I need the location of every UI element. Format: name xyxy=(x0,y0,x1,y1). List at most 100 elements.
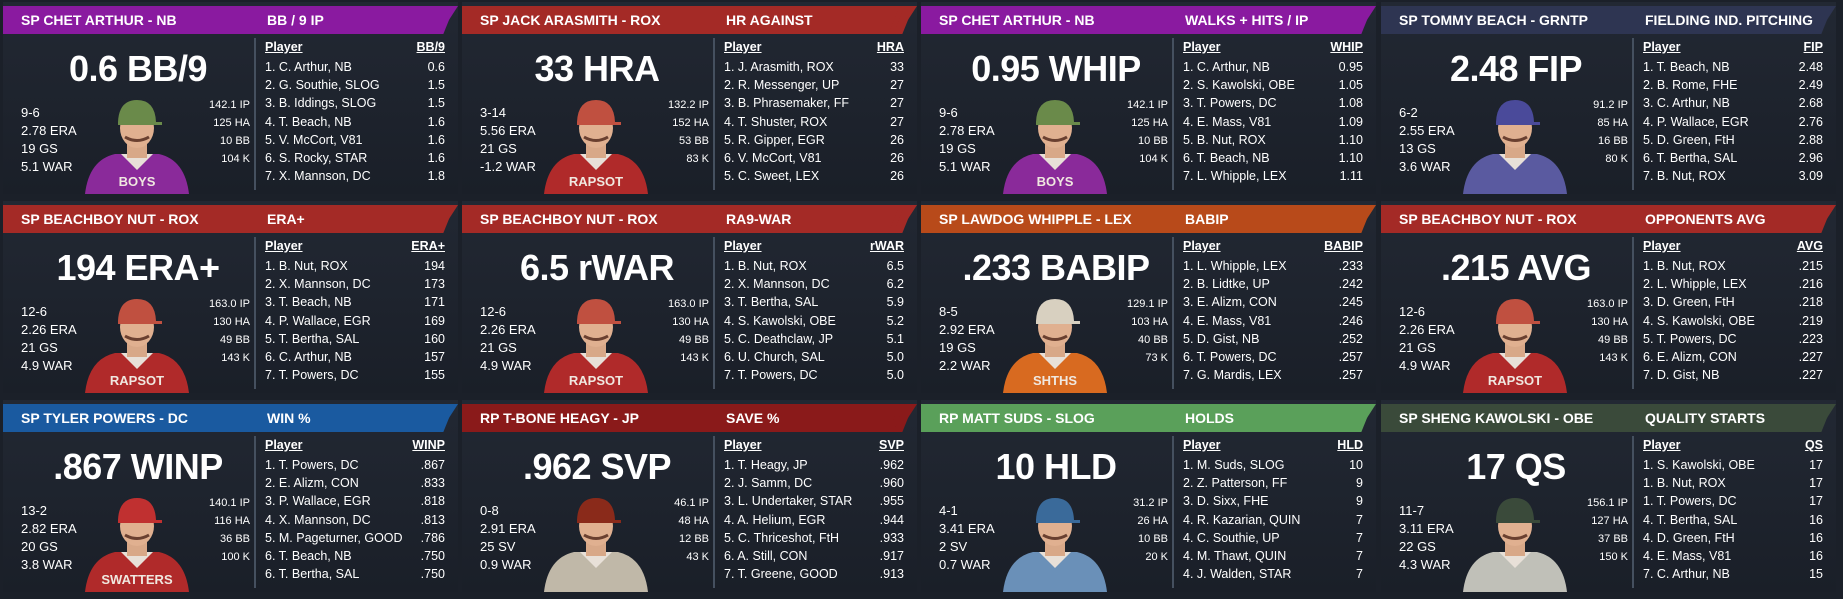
leaderboard-row[interactable]: 1. B. Nut, ROX 17 xyxy=(1643,476,1823,494)
leaderboard-row[interactable]: 4. C. Southie, UP 7 xyxy=(1183,531,1363,549)
leaderboard-row[interactable]: 5. T. Powers, DC .223 xyxy=(1643,332,1823,350)
leaderboard-row[interactable]: 7. C. Arthur, NB 15 xyxy=(1643,567,1823,585)
leaderboard-row[interactable]: 6. T. Bertha, SAL 2.96 xyxy=(1643,151,1823,169)
leaderboard-row[interactable]: 7. L. Whipple, LEX 1.11 xyxy=(1183,169,1363,187)
stat-card[interactable]: SP SHENG KAWOLSKI - OBE QUALITY STARTS 17 … xyxy=(1381,400,1836,592)
leaderboard-row[interactable]: 6. U. Church, SAL 5.0 xyxy=(724,350,904,368)
leaderboard-row[interactable]: 5. D. Green, FtH 2.88 xyxy=(1643,133,1823,151)
leaderboard-row[interactable]: 6. A. Still, CON .917 xyxy=(724,549,904,567)
leaderboard-row[interactable]: 7. X. Mannson, DC 1.8 xyxy=(265,169,445,187)
stat-card[interactable]: SP BEACHBOY NUT - ROX ERA+ 194 ERA+ 12-6 2.2… xyxy=(3,201,458,393)
player-name: SP SHENG KAWOLSKI - OBE xyxy=(1399,410,1594,426)
leaderboard-row[interactable]: 3. T. Beach, NB 171 xyxy=(265,295,445,313)
stat-card[interactable]: SP TYLER POWERS - DC WIN % .867 WINP 13-2 2.… xyxy=(3,400,458,592)
leaderboard-row[interactable]: 3. D. Sixx, FHE 9 xyxy=(1183,494,1363,512)
leaderboard-row[interactable]: 1. B. Nut, ROX 6.5 xyxy=(724,259,904,277)
player-war: 3.6 WAR xyxy=(1399,159,1451,174)
leaderboard-row[interactable]: 1. T. Powers, DC .867 xyxy=(265,458,445,476)
leaderboard-row[interactable]: 3. D. Green, FtH .218 xyxy=(1643,295,1823,313)
leaderboard-row[interactable]: 2. S. Kawolski, OBE 1.05 xyxy=(1183,78,1363,96)
leaderboard-row[interactable]: 1. C. Arthur, NB 0.95 xyxy=(1183,60,1363,78)
stat-card[interactable]: SP CHET ARTHUR - NB WALKS + HITS / IP 0.95… xyxy=(921,2,1376,194)
leaderboard-row[interactable]: 4. E. Mass, V81 16 xyxy=(1643,549,1823,567)
leaderboard-row[interactable]: 6. S. Rocky, STAR 1.6 xyxy=(265,151,445,169)
leaderboard-row[interactable]: 4. J. Walden, STAR 7 xyxy=(1183,567,1363,585)
leaderboard-row[interactable]: 1. T. Heagy, JP .962 xyxy=(724,458,904,476)
leaderboard-row[interactable]: 5. T. Bertha, SAL 160 xyxy=(265,332,445,350)
leaderboard-row[interactable]: 2. E. Alizm, CON .833 xyxy=(265,476,445,494)
leaderboard-row[interactable]: 7. G. Mardis, LEX .257 xyxy=(1183,368,1363,386)
stat-card[interactable]: RP T-BONE HEAGY - JP SAVE % .962 SVP 0-8 2.9… xyxy=(462,400,917,592)
leaderboard-row[interactable]: 2. L. Whipple, LEX .216 xyxy=(1643,277,1823,295)
leaderboard-row[interactable]: 3. T. Bertha, SAL 5.9 xyxy=(724,295,904,313)
leaderboard-row[interactable]: 6. T. Beach, NB .750 xyxy=(265,549,445,567)
leaderboard-row[interactable]: 4. T. Shuster, ROX 27 xyxy=(724,115,904,133)
leaderboard-row[interactable]: 4. S. Kawolski, OBE .219 xyxy=(1643,314,1823,332)
leaderboard-row[interactable]: 6. V. McCort, V81 26 xyxy=(724,151,904,169)
leaderboard-row[interactable]: 3. E. Alizm, CON .245 xyxy=(1183,295,1363,313)
leaderboard-row[interactable]: 4. A. Helium, EGR .944 xyxy=(724,513,904,531)
leaderboard-row[interactable]: 1. C. Arthur, NB 0.6 xyxy=(265,60,445,78)
leaderboard-row[interactable]: 4. T. Beach, NB 1.6 xyxy=(265,115,445,133)
stat-card[interactable]: SP JACK ARASMITH - ROX HR AGAINST 33 HRA 3-… xyxy=(462,2,917,194)
leaderboard-row[interactable]: 5. C. Deathclaw, JP 5.1 xyxy=(724,332,904,350)
leaderboard-row[interactable]: 5. R. Gipper, EGR 26 xyxy=(724,133,904,151)
leaderboard-row[interactable]: 2. R. Messenger, UP 27 xyxy=(724,78,904,96)
leaderboard-row[interactable]: 6. T. Bertha, SAL .750 xyxy=(265,567,445,585)
leaderboard-row[interactable]: 3. B. Iddings, SLOG 1.5 xyxy=(265,96,445,114)
leaderboard-row[interactable]: 5. B. Nut, ROX 1.10 xyxy=(1183,133,1363,151)
leaderboard-row[interactable]: 4. S. Kawolski, OBE 5.2 xyxy=(724,314,904,332)
leaderboard-row[interactable]: 4. D. Green, FtH 16 xyxy=(1643,531,1823,549)
stat-card[interactable]: SP CHET ARTHUR - NB BB / 9 IP 0.6 BB/9 9-6 2… xyxy=(3,2,458,194)
leaderboard-row[interactable]: 4. T. Bertha, SAL 16 xyxy=(1643,513,1823,531)
leaderboard-row[interactable]: 3. L. Undertaker, STAR .955 xyxy=(724,494,904,512)
leaderboard-row[interactable]: 1. B. Nut, ROX 194 xyxy=(265,259,445,277)
leaderboard-row[interactable]: 3. B. Phrasemaker, FF 27 xyxy=(724,96,904,114)
leaderboard-row[interactable]: 2. X. Mannson, DC 6.2 xyxy=(724,277,904,295)
stat-card[interactable]: SP BEACHBOY NUT - ROX OPPONENTS AVG .215 A… xyxy=(1381,201,1836,393)
leaderboard-row[interactable]: 4. E. Mass, V81 1.09 xyxy=(1183,115,1363,133)
leaderboard-row[interactable]: 5. M. Pageturner, GOOD .786 xyxy=(265,531,445,549)
leaderboard-row[interactable]: 3. P. Wallace, EGR .818 xyxy=(265,494,445,512)
leaderboard-row[interactable]: 6. T. Beach, NB 1.10 xyxy=(1183,151,1363,169)
leaderboard-row[interactable]: 7. T. Greene, GOOD .913 xyxy=(724,567,904,585)
leaderboard-row[interactable]: 1. S. Kawolski, OBE 17 xyxy=(1643,458,1823,476)
stat-card[interactable]: SP BEACHBOY NUT - ROX RA9-WAR 6.5 rWAR 12-6… xyxy=(462,201,917,393)
leaderboard-row[interactable]: 3. T. Powers, DC 1.08 xyxy=(1183,96,1363,114)
leaderboard-row[interactable]: 4. M. Thawt, QUIN 7 xyxy=(1183,549,1363,567)
leaderboard-row[interactable]: 1. J. Arasmith, ROX 33 xyxy=(724,60,904,78)
leaderboard-row[interactable]: 2. B. Rome, FHE 2.49 xyxy=(1643,78,1823,96)
leaderboard-row[interactable]: 5. C. Sweet, LEX 26 xyxy=(724,169,904,187)
leaderboard-row[interactable]: 4. R. Kazarian, QUIN 7 xyxy=(1183,513,1363,531)
stat-card[interactable]: SP LAWDOG WHIPPLE - LEX BABIP .233 BABIP 8-… xyxy=(921,201,1376,393)
leaderboard-row[interactable]: 4. E. Mass, V81 .246 xyxy=(1183,314,1363,332)
leaderboard-row[interactable]: 1. T. Beach, NB 2.48 xyxy=(1643,60,1823,78)
stat-card[interactable]: SP TOMMY BEACH - GRNTP FIELDING IND. PITC… xyxy=(1381,2,1836,194)
leaderboard-row[interactable]: 7. D. Gist, NB .227 xyxy=(1643,368,1823,386)
leaderboard-row[interactable]: 5. C. Thriceshot, FtH .933 xyxy=(724,531,904,549)
leaderboard-row[interactable]: 7. B. Nut, ROX 3.09 xyxy=(1643,169,1823,187)
leaderboard-row[interactable]: 2. Z. Patterson, FF 9 xyxy=(1183,476,1363,494)
leaderboard-row[interactable]: 4. P. Wallace, EGR 2.76 xyxy=(1643,115,1823,133)
leaderboard-row[interactable]: 5. D. Gist, NB .252 xyxy=(1183,332,1363,350)
player-side-stat: 143 K xyxy=(221,352,250,364)
leaderboard-row[interactable]: 2. X. Mannson, DC 173 xyxy=(265,277,445,295)
leaderboard-row[interactable]: 5. V. McCort, V81 1.6 xyxy=(265,133,445,151)
leaderboard-row[interactable]: 6. T. Powers, DC .257 xyxy=(1183,350,1363,368)
leaderboard-row[interactable]: 6. C. Arthur, NB 157 xyxy=(265,350,445,368)
leaderboard-row[interactable]: 2. G. Southie, SLOG 1.5 xyxy=(265,78,445,96)
leaderboard-row[interactable]: 4. X. Mannson, DC .813 xyxy=(265,513,445,531)
leaderboard-row[interactable]: 6. E. Alizm, CON .227 xyxy=(1643,350,1823,368)
leaderboard-row[interactable]: 7. T. Powers, DC 5.0 xyxy=(724,368,904,386)
leaderboard-row[interactable]: 2. J. Samm, DC .960 xyxy=(724,476,904,494)
stat-card[interactable]: RP MATT SUDS - SLOG HOLDS 10 HLD 4-1 3.41 ER… xyxy=(921,400,1376,592)
leaderboard-row[interactable]: 1. T. Powers, DC 17 xyxy=(1643,494,1823,512)
leaderboard-row[interactable]: 3. C. Arthur, NB 2.68 xyxy=(1643,96,1823,114)
leaderboard-row[interactable]: 1. M. Suds, SLOG 10 xyxy=(1183,458,1363,476)
leaderboard-row[interactable]: 7. T. Powers, DC 155 xyxy=(265,368,445,386)
leaderboard-row[interactable]: 1. L. Whipple, LEX .233 xyxy=(1183,259,1363,277)
leaderboard-row[interactable]: 2. B. Lidtke, UP .242 xyxy=(1183,277,1363,295)
player-name: SP LAWDOG WHIPPLE - LEX xyxy=(939,211,1132,227)
leaderboard-row[interactable]: 1. B. Nut, ROX .215 xyxy=(1643,259,1823,277)
leaderboard-row[interactable]: 4. P. Wallace, EGR 169 xyxy=(265,314,445,332)
